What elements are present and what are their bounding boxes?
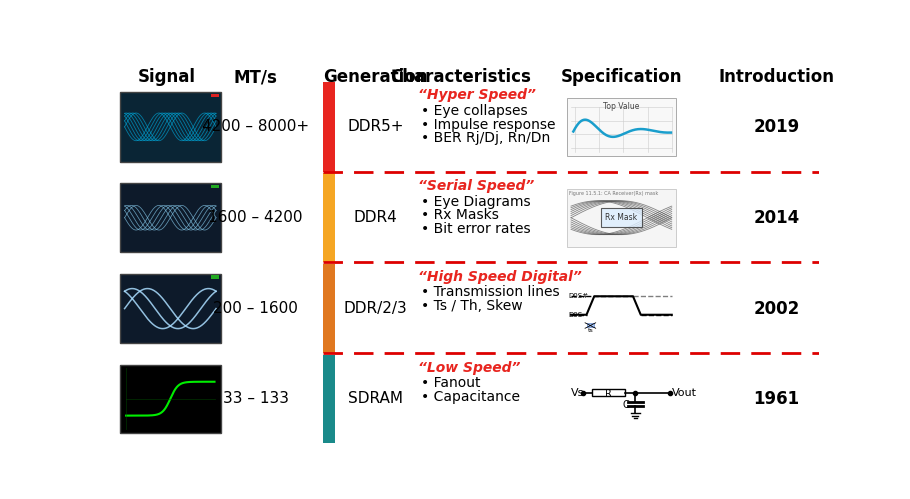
Bar [211, 275, 219, 278]
Text: Characteristics: Characteristics [389, 68, 531, 86]
Text: • Impulse response: • Impulse response [420, 118, 555, 132]
Text: “Low Speed”: “Low Speed” [418, 361, 520, 375]
Bar [323, 264, 336, 353]
Text: 1961: 1961 [753, 390, 800, 408]
Text: “Serial Speed”: “Serial Speed” [418, 179, 534, 193]
Bar [211, 94, 219, 97]
Text: D0S#: D0S# [569, 293, 589, 299]
Bar [120, 183, 221, 252]
Text: DDR4: DDR4 [354, 210, 398, 225]
Text: 33 – 133: 33 – 133 [223, 391, 288, 406]
Text: 2019: 2019 [753, 118, 800, 136]
Text: 200 – 1600: 200 – 1600 [213, 301, 298, 316]
Bar [587, 323, 594, 327]
Text: MT/s: MT/s [234, 68, 278, 86]
Text: Signal: Signal [137, 68, 196, 86]
Text: 4200 – 8000+: 4200 – 8000+ [202, 119, 309, 134]
Text: • Transmission lines: • Transmission lines [420, 285, 560, 299]
Text: • Eye Diagrams: • Eye Diagrams [420, 195, 531, 209]
Text: C: C [622, 400, 629, 410]
Text: Figure 11.5.1: CA Receiver(Rx) mask: Figure 11.5.1: CA Receiver(Rx) mask [570, 191, 659, 196]
Bar [323, 173, 336, 262]
Bar [120, 274, 221, 343]
Text: Vs: Vs [571, 388, 584, 398]
Text: D0S: D0S [569, 312, 582, 318]
Text: • Bit error rates: • Bit error rates [420, 223, 531, 237]
Text: R: R [605, 389, 612, 399]
Text: DDR/2/3: DDR/2/3 [344, 301, 408, 316]
Bar [323, 82, 336, 172]
Text: “High Speed Digital”: “High Speed Digital” [418, 270, 581, 284]
Text: 2014: 2014 [753, 209, 800, 227]
Text: Introduction: Introduction [718, 68, 834, 86]
Text: • Capacitance: • Capacitance [420, 390, 520, 404]
Bar [601, 209, 642, 227]
Text: Generation: Generation [323, 68, 428, 86]
Bar [567, 189, 675, 247]
Text: SDRAM: SDRAM [349, 391, 403, 406]
Text: Top Value: Top Value [603, 102, 640, 111]
Bar [592, 389, 625, 396]
Text: “Hyper Speed”: “Hyper Speed” [418, 88, 535, 102]
Text: DDR5+: DDR5+ [348, 119, 404, 134]
Bar [567, 98, 675, 156]
Bar [120, 92, 221, 162]
Text: • Rx Masks: • Rx Masks [420, 209, 499, 223]
Bar [120, 365, 221, 433]
Text: ts: ts [588, 328, 593, 333]
Text: 1600 – 4200: 1600 – 4200 [208, 210, 303, 225]
Text: Vout: Vout [672, 388, 697, 398]
Bar [211, 185, 219, 188]
Text: • Ts / Th, Skew: • Ts / Th, Skew [420, 299, 522, 313]
Text: • Fanout: • Fanout [420, 376, 480, 390]
Text: • Eye collapses: • Eye collapses [420, 104, 527, 118]
Bar [323, 355, 336, 443]
Text: Rx Mask: Rx Mask [605, 213, 637, 222]
Text: Specification: Specification [561, 68, 682, 86]
Text: • BER Rj/Dj, Rn/Dn: • BER Rj/Dj, Rn/Dn [420, 132, 550, 146]
Text: 2002: 2002 [753, 299, 800, 317]
